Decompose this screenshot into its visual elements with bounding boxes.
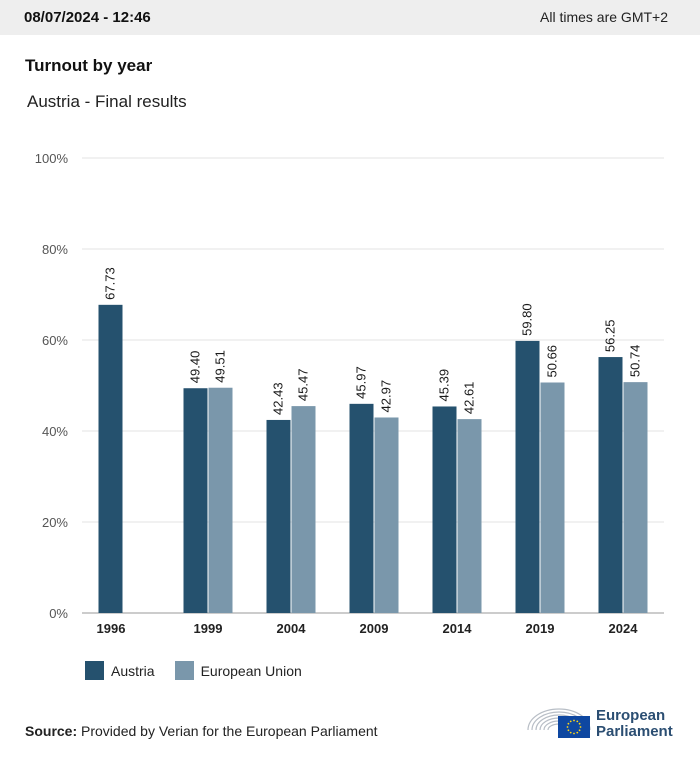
data-label: 45.97 [354, 366, 369, 399]
chart-canvas: 0% 20% 40% 60% 80% 100% 67.73 1996 49.40 49.51 199… [35, 151, 664, 636]
logo-line-2: Parliament [596, 723, 673, 740]
logo-line-1: European [596, 707, 666, 724]
eu-flag-icon [558, 716, 590, 738]
data-label: 67.73 [103, 267, 118, 300]
bar-eu-1999[interactable] [208, 387, 233, 613]
legend-swatch-eu [174, 661, 194, 680]
eu-stars-icon [566, 719, 582, 735]
data-label: 56.25 [603, 320, 618, 353]
bar-austria-2014[interactable] [432, 406, 457, 613]
x-tick-label: 2009 [360, 621, 389, 636]
bar-austria-1999[interactable] [183, 388, 208, 613]
top-bar: 08/07/2024 - 12:46 All times are GMT+2 [0, 0, 700, 35]
source-prefix: Source: [25, 723, 78, 739]
legend-item-austria[interactable]: Austria [85, 661, 155, 680]
date-time: 08/07/2024 - 12:46 [24, 9, 151, 26]
y-tick-label: 20% [42, 515, 68, 530]
x-tick-label: 2024 [609, 621, 639, 636]
data-label: 45.39 [437, 369, 452, 402]
bar-eu-2004[interactable] [291, 406, 316, 613]
data-label: 45.47 [296, 369, 311, 402]
chart-title: Turnout by year [25, 56, 153, 75]
y-tick-label: 60% [42, 333, 68, 348]
turnout-chart: 0% 20% 40% 60% 80% 100% 67.73 1996 49.40 49.51 199… [0, 140, 700, 640]
x-tick-label: 1999 [194, 621, 223, 636]
source-note: Source: Provided by Verian for the Europ… [25, 723, 378, 739]
legend-swatch-austria [85, 661, 104, 680]
bar-austria-2019[interactable] [515, 340, 540, 613]
data-label: 50.66 [545, 345, 560, 378]
bar-austria-2009[interactable] [349, 403, 374, 613]
bar-austria-1996[interactable] [98, 304, 123, 613]
european-parliament-logo: European Parliament [524, 700, 680, 742]
legend-item-eu[interactable]: European Union [174, 661, 302, 680]
bar-austria-2004[interactable] [266, 419, 291, 613]
logo-text: European Parliament [596, 708, 673, 740]
bar-eu-2009[interactable] [374, 417, 399, 613]
y-tick-label: 80% [42, 242, 68, 257]
x-tick-label: 2004 [277, 621, 307, 636]
data-label: 50.74 [628, 345, 643, 378]
legend-label-eu: European Union [200, 662, 302, 679]
timezone-note: All times are GMT+2 [540, 9, 668, 25]
data-label: 49.40 [188, 351, 203, 384]
y-tick-label: 40% [42, 424, 68, 439]
y-tick-label: 100% [35, 151, 69, 166]
chart-subtitle: Austria - Final results [27, 92, 187, 111]
bar-austria-2024[interactable] [598, 357, 623, 613]
data-label: 59.80 [520, 303, 535, 336]
source-text: Provided by Verian for the European Parl… [81, 723, 378, 739]
chart-legend: Austria European Union [85, 661, 322, 680]
bar-eu-2019[interactable] [540, 382, 565, 613]
data-label: 49.51 [213, 350, 228, 383]
y-tick-label: 0% [49, 606, 68, 621]
bar-eu-2014[interactable] [457, 419, 482, 613]
data-label: 42.43 [271, 382, 286, 415]
data-label: 42.61 [462, 382, 477, 415]
x-tick-label: 1996 [97, 621, 126, 636]
bar-eu-2024[interactable] [623, 382, 648, 613]
legend-label-austria: Austria [111, 662, 155, 679]
data-label: 42.97 [379, 380, 394, 413]
x-tick-label: 2019 [526, 621, 555, 636]
x-tick-label: 2014 [443, 621, 473, 636]
